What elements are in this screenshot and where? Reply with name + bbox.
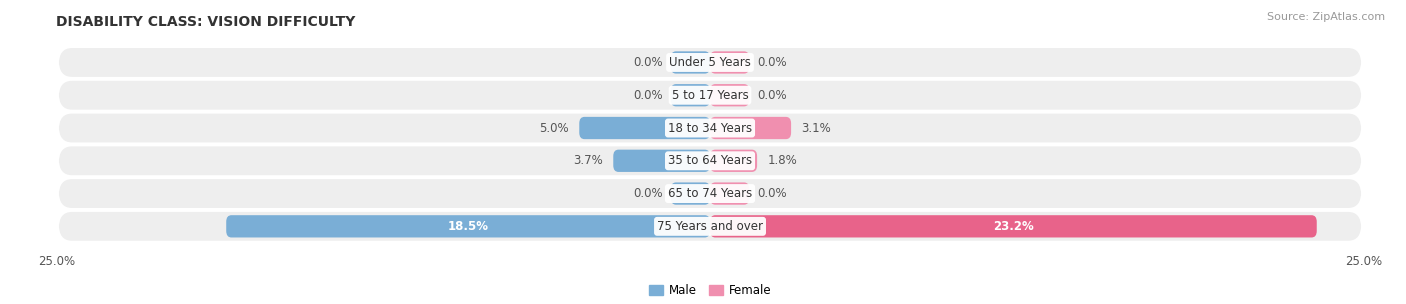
Text: 0.0%: 0.0% <box>633 89 664 102</box>
FancyBboxPatch shape <box>59 114 1361 143</box>
Text: 0.0%: 0.0% <box>633 56 664 69</box>
Text: 0.0%: 0.0% <box>756 56 787 69</box>
FancyBboxPatch shape <box>710 182 749 205</box>
FancyBboxPatch shape <box>613 150 710 172</box>
Text: 75 Years and over: 75 Years and over <box>657 220 763 233</box>
Text: 35 to 64 Years: 35 to 64 Years <box>668 154 752 167</box>
Legend: Male, Female: Male, Female <box>644 280 776 302</box>
Text: 0.0%: 0.0% <box>756 187 787 200</box>
Text: 3.7%: 3.7% <box>574 154 603 167</box>
FancyBboxPatch shape <box>671 182 710 205</box>
FancyBboxPatch shape <box>59 212 1361 241</box>
FancyBboxPatch shape <box>671 84 710 106</box>
Text: 5 to 17 Years: 5 to 17 Years <box>672 89 748 102</box>
Text: Under 5 Years: Under 5 Years <box>669 56 751 69</box>
Text: 1.8%: 1.8% <box>768 154 797 167</box>
Text: 0.0%: 0.0% <box>633 187 664 200</box>
FancyBboxPatch shape <box>59 48 1361 77</box>
FancyBboxPatch shape <box>59 179 1361 208</box>
Text: 18.5%: 18.5% <box>447 220 489 233</box>
FancyBboxPatch shape <box>59 146 1361 175</box>
Text: Source: ZipAtlas.com: Source: ZipAtlas.com <box>1267 12 1385 22</box>
FancyBboxPatch shape <box>710 51 749 74</box>
FancyBboxPatch shape <box>710 215 1317 237</box>
FancyBboxPatch shape <box>579 117 710 139</box>
Text: 23.2%: 23.2% <box>993 220 1033 233</box>
Text: 18 to 34 Years: 18 to 34 Years <box>668 122 752 134</box>
FancyBboxPatch shape <box>226 215 710 237</box>
Text: 5.0%: 5.0% <box>538 122 569 134</box>
FancyBboxPatch shape <box>710 150 756 172</box>
FancyBboxPatch shape <box>710 117 792 139</box>
Text: DISABILITY CLASS: VISION DIFFICULTY: DISABILITY CLASS: VISION DIFFICULTY <box>56 15 356 29</box>
Text: 65 to 74 Years: 65 to 74 Years <box>668 187 752 200</box>
FancyBboxPatch shape <box>671 51 710 74</box>
FancyBboxPatch shape <box>59 81 1361 110</box>
Text: 3.1%: 3.1% <box>801 122 831 134</box>
Text: 0.0%: 0.0% <box>756 89 787 102</box>
FancyBboxPatch shape <box>710 84 749 106</box>
